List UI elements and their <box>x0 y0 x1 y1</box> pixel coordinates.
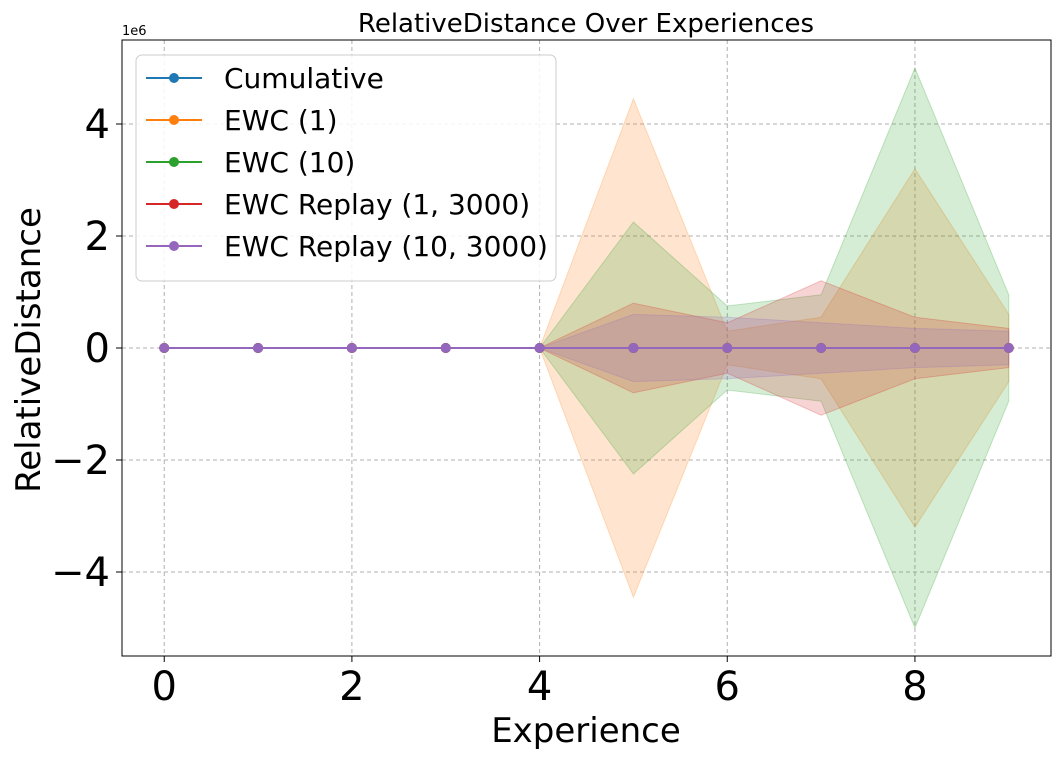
x-tick-label: 0 <box>152 664 177 710</box>
chart-title: RelativeDistance Over Experiences <box>358 9 814 39</box>
axis-ticks: 0 2 4 6 8 −4 −2 0 2 4 <box>51 102 928 710</box>
x-axis-label: Experience <box>491 711 681 751</box>
y-tick-label: 4 <box>85 102 110 148</box>
point-ewc-replay-10-3000- <box>346 343 357 353</box>
point-ewc-replay-10-3000- <box>816 343 827 353</box>
legend-marker <box>169 241 179 251</box>
legend-label: EWC Replay (10, 3000) <box>224 230 548 263</box>
x-tick-label: 8 <box>902 664 927 710</box>
point-ewc-replay-10-3000- <box>1003 343 1014 353</box>
x-tick-label: 6 <box>715 664 740 710</box>
legend-marker <box>169 157 179 167</box>
point-ewc-replay-10-3000- <box>909 343 920 353</box>
x-tick-label: 4 <box>527 664 552 710</box>
y-tick-label: 0 <box>85 326 110 372</box>
legend: Cumulative EWC (1) EWC (10) EWC Replay (1, … <box>135 54 557 282</box>
legend-label: EWC (1) <box>224 104 338 137</box>
point-ewc-replay-10-3000- <box>159 343 170 353</box>
point-ewc-replay-10-3000- <box>440 343 451 353</box>
point-ewc-replay-10-3000- <box>253 343 264 353</box>
y-tick-label: −4 <box>51 550 110 596</box>
legend-marker <box>169 115 179 125</box>
point-ewc-replay-10-3000- <box>628 343 639 353</box>
legend-label: Cumulative <box>224 62 384 95</box>
legend-label: EWC (10) <box>224 146 355 179</box>
legend-box <box>135 54 557 282</box>
y-tick-label: 2 <box>85 214 110 260</box>
y-axis-label: RelativeDistance <box>9 207 49 493</box>
y-offset-label: 1e6 <box>122 24 147 39</box>
legend-marker <box>169 199 179 209</box>
point-ewc-replay-10-3000- <box>534 343 545 353</box>
x-tick-label: 2 <box>339 664 364 710</box>
point-ewc-replay-10-3000- <box>722 343 733 353</box>
y-tick-label: −2 <box>51 438 110 484</box>
series-lines <box>159 343 1014 353</box>
legend-marker <box>169 73 179 83</box>
legend-label: EWC Replay (1, 3000) <box>224 188 530 221</box>
